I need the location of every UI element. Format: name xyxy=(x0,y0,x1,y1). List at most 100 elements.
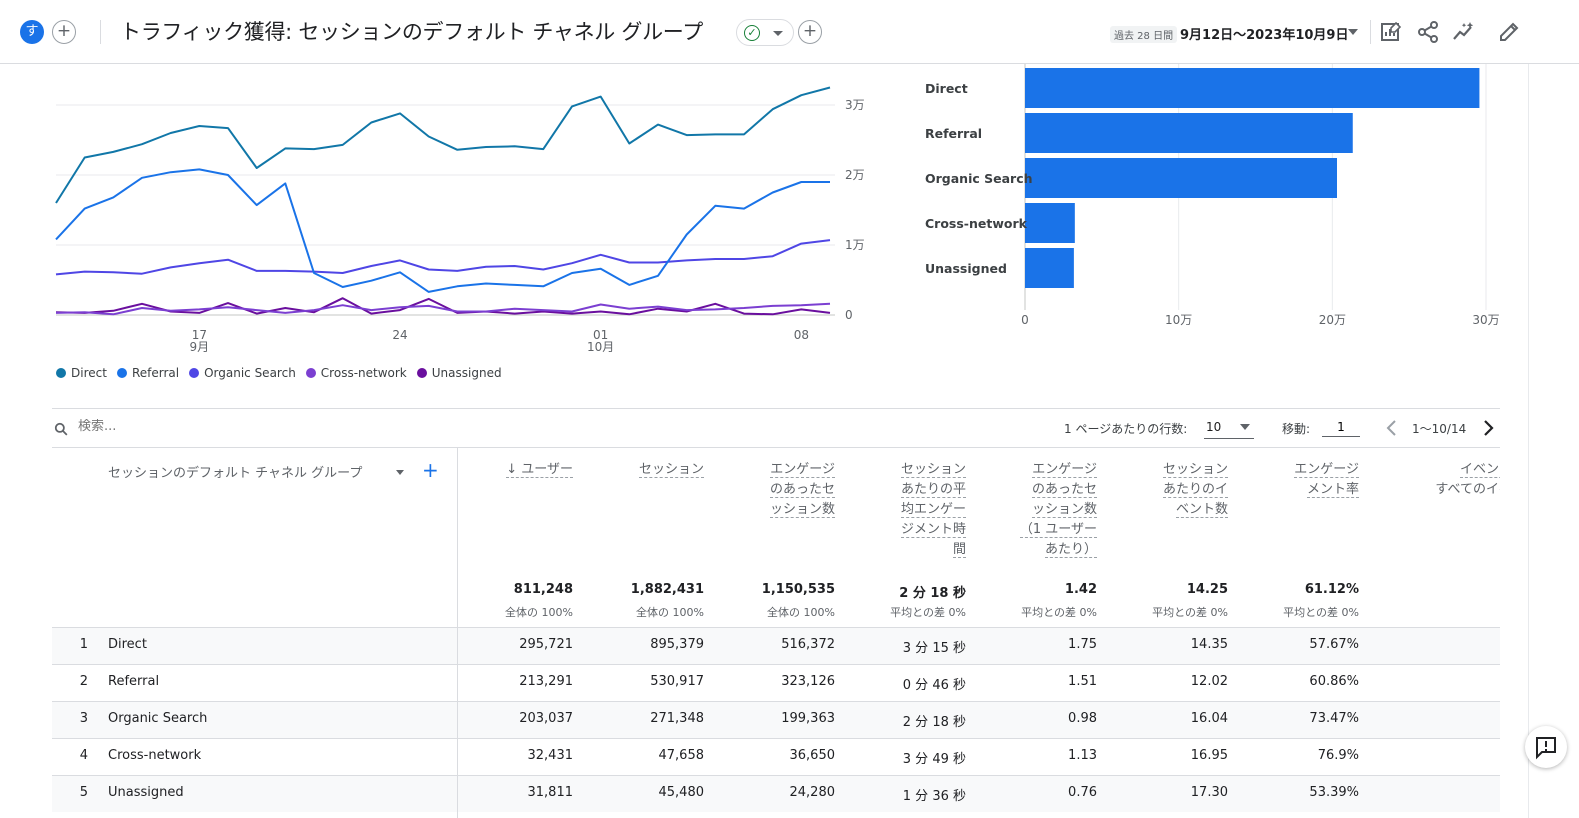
legend-label: Organic Search xyxy=(204,366,296,380)
metric-header[interactable]: イベントすべてのイベ xyxy=(1352,460,1500,500)
metric-cell: 3 分 15 秒 xyxy=(902,641,966,656)
date-range-selector[interactable]: 9月12日～2023年10月9日 xyxy=(1180,28,1349,43)
metric-cell: 0 分 46 秒 xyxy=(902,678,966,693)
metric-total-sub: 全体の 100% xyxy=(767,606,835,619)
category-label: Unassigned xyxy=(925,261,1007,276)
metric-total-sub: 平均との差 0% xyxy=(1152,606,1228,619)
column-divider xyxy=(457,702,458,739)
rows-per-page-select[interactable]: 10 xyxy=(1204,417,1254,439)
column-divider xyxy=(457,665,458,702)
metric-header[interactable]: エンゲージ メント率 xyxy=(1239,460,1359,500)
metric-header[interactable]: ↓ ユーザー xyxy=(453,460,573,480)
metric-header-line: すべてのイベ xyxy=(1435,482,1500,497)
next-page-icon[interactable] xyxy=(1480,419,1496,437)
legend-label: Referral xyxy=(131,366,180,380)
metric-cell: 1.13 xyxy=(1068,748,1097,763)
series-line-cross-network[interactable] xyxy=(55,302,831,316)
edit-icon[interactable] xyxy=(1497,20,1521,44)
bar-chart: 0 10万 20万 30万 Direct Referral Organic Search Cr… xyxy=(925,64,1500,327)
prev-page-icon[interactable] xyxy=(1384,419,1400,437)
share-icon[interactable] xyxy=(1416,20,1440,44)
metric-total: 2 xyxy=(1392,582,1500,597)
metric-header[interactable]: セッション あたりのイ ベント数 xyxy=(1108,460,1228,520)
metric-header-line: ッション数 xyxy=(1031,502,1097,518)
add-comparison-button[interactable]: + xyxy=(52,20,76,44)
metric-cell: 76.9% xyxy=(1317,748,1359,763)
table-row[interactable]: 3 Organic Search 203,037 271,348 199,363 2 分 … xyxy=(52,701,1500,739)
content-edge xyxy=(1528,64,1529,818)
metric-cell: 1.75 xyxy=(1068,637,1097,652)
dimension-header[interactable]: セッションのデフォルト チャネル グループ xyxy=(108,466,363,481)
table-toolbar: 1 ページあたりの行数: 10 移動: 1〜10/14 xyxy=(52,408,1500,448)
table-row[interactable]: 4 Cross-network 32,431 47,658 36,650 3 分 49 秒… xyxy=(52,738,1500,776)
search-input[interactable] xyxy=(78,419,378,434)
metric-total-sub: 平均との差 0% xyxy=(1283,606,1359,619)
metric-cell: 16.95 xyxy=(1190,748,1228,763)
metric-total-sub: 全体の 100% xyxy=(505,606,573,619)
bar-direct[interactable] xyxy=(1025,68,1480,108)
bar-unassigned[interactable] xyxy=(1025,248,1074,288)
metric-total: 2 分 18 秒 xyxy=(899,586,966,601)
series-line-organic-search[interactable] xyxy=(55,239,831,276)
metric-cell: 1 分 36 秒 xyxy=(902,789,966,804)
table-row[interactable]: 1 Direct 295,721 895,379 516,372 3 分 15 秒 1.75… xyxy=(52,627,1500,665)
y-tick-label: 1万 xyxy=(845,238,865,252)
metric-header[interactable]: セッション あたりの平 均エンゲー ジメント時間 xyxy=(846,460,966,560)
legend-label: Unassigned xyxy=(431,366,502,380)
metric-header-line: ッション数 xyxy=(769,502,835,518)
add-filter-button[interactable]: + xyxy=(798,20,822,44)
metric-header[interactable]: セッション xyxy=(584,460,704,480)
report-status-chip[interactable]: ✓ xyxy=(736,19,794,46)
category-label: Referral xyxy=(925,126,982,141)
goto-page-input[interactable] xyxy=(1322,417,1360,437)
insights-icon[interactable] xyxy=(1452,20,1476,44)
series-line-direct[interactable] xyxy=(55,86,831,204)
legend-item-referral[interactable]: Referral xyxy=(116,366,180,380)
add-dimension-button[interactable]: + xyxy=(422,458,439,482)
customize-report-icon[interactable] xyxy=(1379,20,1403,44)
metric-cell: 271,348 xyxy=(650,711,704,726)
metric-header-line: エンゲージ xyxy=(1032,462,1097,478)
metric-header-line: 均エンゲー xyxy=(900,502,966,518)
row-index: 3 xyxy=(79,711,88,726)
series-line-referral[interactable] xyxy=(55,168,830,293)
feedback-button[interactable] xyxy=(1525,726,1567,768)
metric-cell: 53.39% xyxy=(1309,785,1359,800)
date-dropdown-icon[interactable] xyxy=(1348,29,1358,35)
metric-cell: 1 xyxy=(1392,637,1500,652)
series-line-unassigned[interactable] xyxy=(55,297,831,316)
legend-dot xyxy=(116,368,127,378)
category-label: Organic Search xyxy=(925,171,1033,186)
x-tick-label: 08 xyxy=(794,328,809,342)
metric-header[interactable]: エンゲージ のあったセ ッション数 xyxy=(715,460,835,520)
metric-cell: 295,721 xyxy=(519,637,573,652)
legend-item-cross-network[interactable]: Cross-network xyxy=(305,366,407,380)
comparison-avatar[interactable]: す xyxy=(20,20,44,44)
bar-organic-search[interactable] xyxy=(1025,158,1338,198)
dimension-dropdown-icon[interactable] xyxy=(396,470,404,475)
legend-item-organic-search[interactable]: Organic Search xyxy=(189,366,296,380)
legend-item-direct[interactable]: Direct xyxy=(56,366,107,380)
metric-cell: 323,126 xyxy=(781,674,835,689)
category-label: Direct xyxy=(925,81,968,96)
bar-cross-network[interactable] xyxy=(1025,203,1075,243)
date-preset-chip[interactable]: 過去 28 日間 xyxy=(1110,26,1178,43)
metric-header-line: セッション xyxy=(638,462,704,478)
table-row[interactable]: 5 Unassigned 31,811 45,480 24,280 1 分 36 秒 0.7… xyxy=(52,775,1500,813)
metric-cell: 3 分 49 秒 xyxy=(902,752,966,767)
row-channel-name: Cross-network xyxy=(108,748,202,763)
metric-header[interactable]: エンゲージ のあったセ ッション数 （1 ユーザー あたり） xyxy=(977,460,1097,560)
metric-header-line: （1 ユーザー xyxy=(1019,522,1097,538)
bar-referral[interactable] xyxy=(1025,113,1353,153)
table-row[interactable]: 2 Referral 213,291 530,917 323,126 0 分 46 秒 1.… xyxy=(52,664,1500,702)
x-tick-label: 17 xyxy=(192,328,207,342)
legend-item-unassigned[interactable]: Unassigned xyxy=(416,366,502,380)
metric-header-line: ジメント時 xyxy=(900,522,966,538)
metric-cell: 36,650 xyxy=(789,748,836,763)
report-header: す + トラフィック獲得: セッションのデフォルト チャネル グループ ✓ + … xyxy=(0,0,1579,64)
y-tick-label: 3万 xyxy=(845,98,865,112)
metric-total: 61.12% xyxy=(1304,582,1359,597)
metric-cell: 516,372 xyxy=(781,637,835,652)
